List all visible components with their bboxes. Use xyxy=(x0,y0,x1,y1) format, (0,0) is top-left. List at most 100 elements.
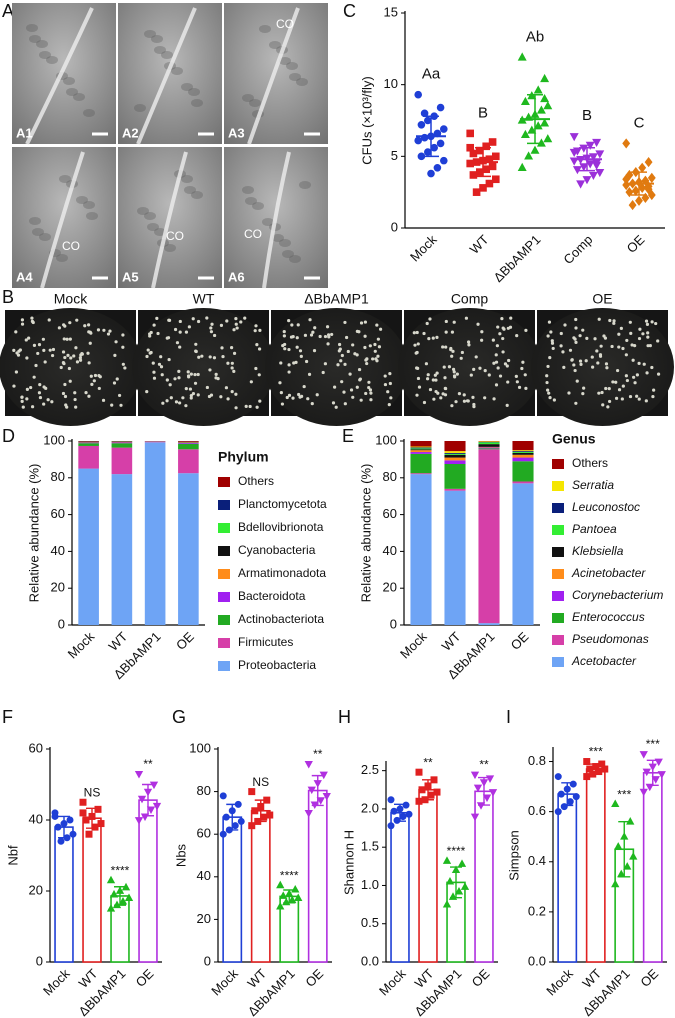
point xyxy=(433,164,442,172)
colony xyxy=(282,330,286,334)
point xyxy=(657,771,666,779)
sem-texture xyxy=(249,99,261,107)
colony xyxy=(500,316,504,321)
y-tick-label: 0.0 xyxy=(361,953,379,968)
colony xyxy=(287,363,291,367)
error-bar xyxy=(311,774,324,807)
colony xyxy=(460,350,464,355)
colony xyxy=(610,344,614,349)
y-axis-label: Simpson xyxy=(506,830,521,881)
plate-label: Comp xyxy=(451,291,489,307)
colony xyxy=(80,351,84,356)
error-bar xyxy=(618,820,631,878)
colony xyxy=(36,351,40,356)
significance-label: **** xyxy=(280,868,299,882)
colony xyxy=(311,330,315,334)
colony xyxy=(57,326,61,330)
point xyxy=(393,816,401,824)
colony xyxy=(244,404,248,408)
colony xyxy=(310,402,314,406)
y-tick-label: 80 xyxy=(383,469,397,484)
colony xyxy=(574,340,578,344)
legend-label: Planctomycetota xyxy=(238,497,327,511)
colony xyxy=(604,386,608,391)
colony xyxy=(433,373,437,377)
colony xyxy=(291,396,295,400)
colony xyxy=(545,380,549,385)
colony xyxy=(193,372,197,377)
x-tick-label: OE xyxy=(133,966,157,990)
sem-texture xyxy=(289,73,301,81)
colony xyxy=(178,319,182,324)
legend-swatch xyxy=(218,569,230,579)
colony xyxy=(165,336,169,340)
colony xyxy=(38,382,42,387)
colony xyxy=(338,347,342,351)
colony xyxy=(487,373,491,377)
legend-swatch xyxy=(552,547,564,557)
co-label: CO xyxy=(62,239,80,253)
colony xyxy=(159,365,164,369)
colony xyxy=(69,356,73,360)
colony xyxy=(287,347,291,352)
colony xyxy=(547,320,552,324)
colony xyxy=(219,395,223,399)
error-bar xyxy=(114,886,126,906)
colony xyxy=(582,386,586,390)
colony xyxy=(515,380,519,384)
legend-label: Acetobacter xyxy=(571,654,637,668)
colony xyxy=(338,342,342,347)
legend-label: Klebsiella xyxy=(572,544,624,558)
y-tick-label: 2.0 xyxy=(361,800,379,815)
colony xyxy=(435,371,439,375)
colony xyxy=(178,345,182,349)
bar-segment xyxy=(178,473,199,625)
x-tick-label: WT xyxy=(439,629,464,654)
sem-texture xyxy=(66,88,78,96)
sem-texture xyxy=(56,254,68,262)
point xyxy=(276,901,285,910)
colony xyxy=(96,328,101,332)
colony xyxy=(74,346,78,350)
colony xyxy=(84,391,88,395)
error-bar xyxy=(589,763,602,775)
colony xyxy=(46,398,50,402)
colony xyxy=(24,338,28,342)
colony xyxy=(330,332,334,337)
bar xyxy=(54,826,74,963)
point xyxy=(387,822,395,830)
point xyxy=(231,822,239,830)
colony xyxy=(189,372,193,376)
significance-letter: Ab xyxy=(526,28,544,45)
point xyxy=(57,837,65,845)
colony xyxy=(355,385,359,389)
colony xyxy=(631,358,635,362)
bar-segment xyxy=(410,453,432,474)
bar-segment xyxy=(512,452,534,453)
colony xyxy=(326,342,330,346)
colony xyxy=(308,318,312,322)
bar xyxy=(418,788,438,963)
colony xyxy=(121,333,125,337)
colony xyxy=(323,334,328,339)
colony xyxy=(210,322,214,326)
colony xyxy=(648,344,652,348)
colony xyxy=(635,373,639,377)
x-tick-label: Comp xyxy=(560,232,595,267)
point xyxy=(524,151,534,160)
colony xyxy=(61,350,66,354)
point xyxy=(442,856,452,864)
point xyxy=(424,116,432,125)
bar-segment xyxy=(178,442,199,444)
colony xyxy=(581,328,585,332)
colony xyxy=(305,359,309,364)
point xyxy=(611,879,620,888)
colony xyxy=(168,383,172,387)
x-tick-label: OE xyxy=(508,629,532,653)
colony xyxy=(496,366,500,370)
colony xyxy=(363,320,367,324)
colony xyxy=(551,346,555,351)
colony xyxy=(492,361,496,365)
sem-hair xyxy=(151,151,188,289)
